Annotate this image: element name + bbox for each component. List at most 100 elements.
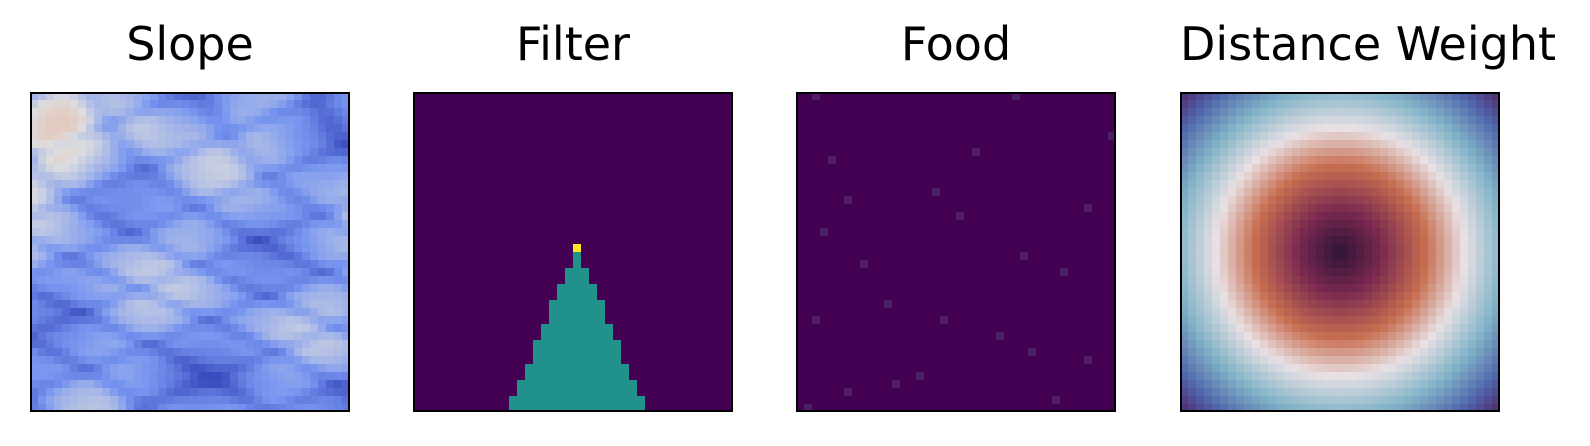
distance-weight-cell [1444,380,1453,389]
slope-cell [166,260,175,269]
distance-weight-cell [1228,284,1237,293]
slope-cell [286,132,295,141]
slope-cell [318,268,327,277]
distance-weight-cell [1420,220,1429,229]
distance-weight-cell [1220,380,1229,389]
slope-cell [214,284,223,293]
slope-cell [198,356,207,365]
slope-cell [254,188,263,197]
distance-weight-cell [1492,148,1500,157]
distance-weight-cell [1340,100,1349,109]
slope-cell [190,140,199,149]
distance-weight-cell [1188,276,1197,285]
slope-cell [310,156,319,165]
distance-weight-cell [1284,100,1293,109]
distance-weight-cell [1268,348,1277,357]
distance-weight-cell [1436,324,1445,333]
slope-cell [62,212,71,221]
slope-cell [326,124,335,133]
slope-cell [214,308,223,317]
slope-cell [302,348,311,357]
distance-weight-cell [1468,180,1477,189]
distance-weight-cell [1236,388,1245,397]
distance-weight-cell [1228,220,1237,229]
slope-cell [118,148,127,157]
distance-weight-cell [1324,388,1333,397]
slope-cell [126,236,135,245]
distance-weight-cell [1332,220,1341,229]
distance-weight-cell [1236,108,1245,117]
slope-cell [342,300,350,309]
slope-cell [342,356,350,365]
slope-cell [38,316,47,325]
distance-weight-cell [1220,404,1229,412]
slope-cell [38,332,47,341]
distance-weight-cell [1260,252,1269,261]
slope-cell [94,276,103,285]
slope-cell [150,332,159,341]
distance-weight-cell [1228,380,1237,389]
distance-weight-cell [1404,388,1413,397]
distance-weight-cell [1380,244,1389,253]
distance-weight-cell [1212,284,1221,293]
slope-cell [310,100,319,109]
food-cell [804,404,812,412]
slope-cell [166,340,175,349]
distance-weight-cell [1444,268,1453,277]
distance-weight-cell [1316,316,1325,325]
slope-cell [214,164,223,173]
slope-cell [118,284,127,293]
distance-weight-cell [1396,260,1405,269]
slope-cell [342,348,350,357]
distance-weight-cell [1252,348,1261,357]
distance-weight-cell [1252,140,1261,149]
food-cell [844,196,852,204]
distance-weight-cell [1468,284,1477,293]
slope-cell [318,116,327,125]
slope-cell [46,172,55,181]
distance-weight-cell [1452,268,1461,277]
slope-cell [102,244,111,253]
slope-cell [182,292,191,301]
distance-weight-cell [1292,396,1301,405]
slope-cell [270,372,279,381]
distance-weight-cell [1260,332,1269,341]
slope-cell [278,356,287,365]
distance-weight-cell [1260,276,1269,285]
distance-weight-cell [1452,188,1461,197]
distance-weight-cell [1340,116,1349,125]
distance-weight-cell [1356,100,1365,109]
distance-weight-cell [1492,132,1500,141]
distance-weight-cell [1188,372,1197,381]
slope-cell [302,132,311,141]
distance-weight-cell [1292,220,1301,229]
slope-cell [278,396,287,405]
slope-cell [262,260,271,269]
slope-cell [246,180,255,189]
distance-weight-cell [1268,188,1277,197]
distance-weight-cell [1468,268,1477,277]
slope-cell [222,164,231,173]
slope-cell [182,364,191,373]
distance-weight-cell [1228,268,1237,277]
distance-weight-cell [1228,132,1237,141]
distance-weight-cell [1404,364,1413,373]
slope-cell [214,348,223,357]
slope-cell [134,188,143,197]
slope-cell [214,260,223,269]
slope-cell [94,172,103,181]
slope-cell [270,388,279,397]
slope-cell [142,260,151,269]
slope-cell [102,364,111,373]
distance-weight-cell [1236,164,1245,173]
distance-weight-cell [1412,164,1421,173]
distance-weight-cell [1300,364,1309,373]
distance-weight-cell [1324,404,1333,412]
distance-weight-cell [1420,372,1429,381]
slope-cell [246,260,255,269]
distance-weight-cell [1228,348,1237,357]
slope-cell [334,196,343,205]
distance-weight-cell [1476,308,1485,317]
slope-cell [102,380,111,389]
distance-weight-cell [1196,340,1205,349]
